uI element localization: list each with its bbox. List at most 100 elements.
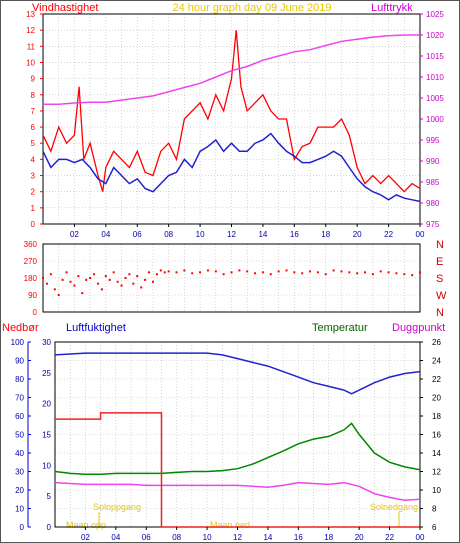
wind-y-tick-label: 9 [31, 75, 36, 84]
sunset-label: Solnedgang [370, 502, 418, 512]
precip-y-tick-label: 80 [15, 375, 24, 384]
compass-label: E [436, 256, 443, 268]
precip-y-tick-label: 70 [15, 394, 24, 403]
wind-y-tick-label: 1 [31, 204, 36, 213]
wind-direction-point [148, 271, 151, 274]
dewpoint-line [54, 481, 421, 501]
compass-label: N [436, 307, 444, 319]
wind-direction-point [120, 284, 123, 287]
humidity-y-tick-label: 5 [47, 492, 52, 501]
x-tick-label: 18 [321, 230, 330, 239]
wind-y-tick-label: 6 [31, 123, 36, 132]
wind-direction-point [49, 273, 52, 276]
precip-y-tick-label: 10 [15, 505, 24, 514]
x-tick-label: 04 [101, 230, 110, 239]
temperature-y-tick-label: 8 [432, 505, 437, 514]
wind-direction-point [379, 270, 382, 273]
wind-direction-point [324, 273, 327, 276]
wind-direction-point [301, 272, 304, 275]
humidity-y-tick-label: 30 [42, 338, 51, 347]
pressure-y-tick-label: 985 [426, 178, 440, 187]
x-tick-label: 06 [142, 533, 151, 542]
wind-direction-point [93, 273, 96, 276]
wind-direction-point [61, 278, 64, 281]
precip-label: Nedbør [2, 322, 39, 334]
precip-y-tick-label: 30 [15, 468, 24, 477]
temperature-y-tick-label: 20 [432, 394, 441, 403]
wind-direction-point [144, 278, 147, 281]
precip-y-tick-label: 90 [15, 357, 24, 366]
wind-direction-point [85, 278, 88, 281]
wind-direction-point [104, 275, 107, 278]
wind-y-tick-label: 10 [26, 58, 35, 67]
wind-direction-point [230, 271, 233, 274]
wind-direction-point [332, 269, 335, 272]
compass-label: W [436, 290, 447, 302]
humidity-line [54, 352, 421, 395]
x-tick-label: 10 [203, 533, 212, 542]
temperature-y-tick-label: 24 [432, 357, 441, 366]
x-tick-label: 04 [111, 533, 120, 542]
pressure-y-tick-label: 1005 [426, 94, 444, 103]
wind-average-line [42, 132, 421, 203]
wind-direction-point [356, 272, 359, 275]
x-tick-label: 16 [290, 230, 299, 239]
precipitation-line [55, 412, 420, 528]
wind-direction-point [206, 269, 209, 272]
wind-y-tick-label: 8 [31, 91, 36, 100]
wind-direction-point [100, 288, 103, 291]
x-tick-label: 20 [355, 533, 364, 542]
temperature-y-tick-label: 26 [432, 338, 441, 347]
wind-y-tick-label: 13 [26, 10, 35, 19]
wind-direction-point [254, 272, 257, 275]
wind-direction-point [69, 280, 72, 283]
x-tick-label: 14 [263, 533, 272, 542]
wind-direction-point [348, 271, 351, 274]
pressure-label: Lufttrykk [371, 2, 413, 14]
wind-direction-point [140, 286, 143, 289]
wind-direction-point [419, 271, 421, 274]
compass-label: N [436, 239, 444, 251]
wind-speed-label: Vindhastighet [32, 2, 98, 14]
wind-direction-point [309, 270, 312, 273]
x-tick-label: 22 [385, 533, 394, 542]
humidity-label: Luftfuktighet [66, 322, 126, 334]
precip-y-tick-label: 50 [15, 431, 24, 440]
temperature-y-tick-label: 22 [432, 375, 441, 384]
wind-direction-point [65, 271, 68, 274]
wind-direction-point [96, 282, 99, 285]
wind-y-tick-label: 11 [27, 42, 36, 51]
wind-direction-point [316, 271, 319, 274]
wind-direction-point [42, 277, 44, 279]
wind-direction-point [53, 288, 56, 291]
wind-direction-point [132, 282, 135, 285]
wind-direction-point [403, 273, 406, 276]
wind-direction-point [108, 278, 111, 281]
x-tick-label: 00 [416, 533, 425, 542]
x-tick-label: 10 [196, 230, 205, 239]
wind-direction-point [269, 273, 272, 276]
humidity-y-tick-label: 10 [42, 461, 51, 470]
x-tick-label: 16 [294, 533, 303, 542]
wind-y-tick-label: 5 [31, 139, 36, 148]
humidity-y-tick-label: 15 [42, 431, 51, 440]
wind-direction-point [183, 269, 186, 272]
x-tick-label: 02 [70, 230, 79, 239]
dewpoint-label: Duggpunkt [392, 322, 445, 334]
wind-direction-point [163, 271, 166, 274]
wind-y-tick-label: 4 [31, 155, 36, 164]
pressure-y-tick-label: 1010 [426, 73, 444, 82]
pressure-y-tick-label: 1020 [426, 31, 444, 40]
pressure-y-tick-label: 1025 [426, 10, 444, 19]
temperature-y-tick-label: 10 [432, 486, 441, 495]
direction-y-tick-label: 90 [28, 291, 37, 300]
wind-direction-point [261, 271, 264, 274]
precip-y-tick-label: 40 [15, 449, 24, 458]
wind-direction-point [214, 270, 217, 273]
wind-y-tick-label: 0 [31, 220, 36, 229]
x-tick-label: 02 [81, 533, 90, 542]
temperature-y-tick-label: 18 [432, 412, 441, 421]
moonset-label: Maan ned [210, 520, 250, 530]
wind-direction-point [128, 273, 131, 276]
